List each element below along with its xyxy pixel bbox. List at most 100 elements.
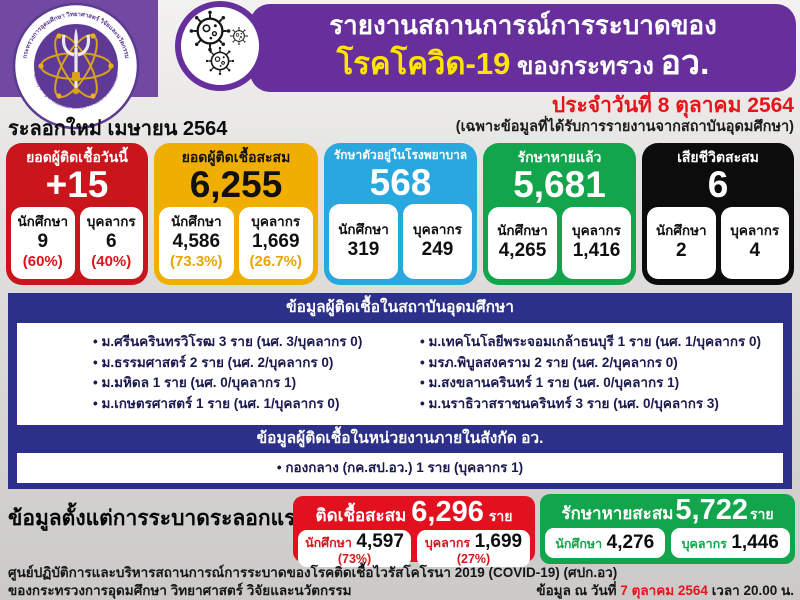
list-item: กองกลาง (กค.สป.อว.) 1 ราย (บุคลากร 1)	[277, 458, 523, 479]
card-title: เสียชีวิตสะสม	[677, 149, 759, 165]
staff-label: บุคลากร	[730, 223, 780, 239]
list-item: มรภ.พิบูลสงคราม 2 ราย (นศ. 2/บุคลากร 0)	[420, 353, 783, 374]
students-value: 4,586	[172, 230, 221, 252]
report-date-block: ประจำวันที่ 8 ตุลาคม 2564 (เฉพาะข้อมูลที…	[456, 94, 794, 136]
report-title-line1: รายงานสถานการณ์การระบาดของ	[329, 10, 717, 40]
infected-headline: ติดเชื้อสะสม 6,296 ราย	[298, 496, 530, 529]
students-sub-box: นักศึกษา 4,586 (73.3%)	[159, 206, 234, 279]
title-banner: รายงานสถานการณ์การระบาดของ โรคโควิด-19 ข…	[250, 4, 796, 92]
staff-value: 1,699	[474, 530, 523, 552]
students-label: นักศึกษา	[497, 223, 548, 239]
staff-sub-box: บุคลากร 249	[403, 204, 472, 279]
students-value: 4,597	[356, 530, 404, 552]
university-list-right: ม.เทคโนโลยีพระจอมเกล้าธนบุรี 1 ราย (นศ. …	[400, 332, 783, 425]
staff-label: บุคลากร	[424, 535, 471, 550]
title-suffix: ของกระทรวง	[510, 53, 661, 81]
staff-sub-box: บุคลากร 1,699 (27%)	[417, 529, 530, 568]
first-wave-infected-box: ติดเชื้อสะสม 6,296 ราย นักศึกษา 4,597 (7…	[293, 496, 535, 568]
report-title-line2: โรคโควิด-19 ของกระทรวง อว.	[250, 43, 796, 84]
infected-value: 6,296	[411, 496, 484, 528]
students-pct: (73%)	[337, 551, 372, 566]
list-item: ม.เทคโนโลยีพระจอมเกล้าธนบุรี 1 ราย (นศ. …	[420, 332, 783, 353]
students-value: 9	[37, 230, 49, 252]
students-sub-box: นักศึกษา 4,265	[488, 206, 557, 279]
footer-ministry: ของกระทรวงการอุดมศึกษา วิทยาศาสตร์ วิจัย…	[8, 582, 352, 598]
students-label: นักศึกษา	[170, 214, 222, 230]
staff-sub-box: บุคลากร 1,416	[562, 206, 631, 279]
university-panel-title: ข้อมูลผู้ติดเชื้อในสถาบันอุดมศึกษา	[286, 299, 514, 316]
data-as-of-time: เวลา 20.00 น.	[707, 582, 794, 598]
students-value: 2	[675, 239, 687, 261]
covid-19-highlight: โรคโควิด-19	[336, 46, 511, 82]
data-as-of: ข้อมูล ณ วันที่ 7 ตุลาคม 2564 เวลา 20.00…	[536, 582, 794, 600]
students-sub-box: นักศึกษา 4,276	[545, 527, 665, 558]
recovered-headline: รักษาหายสะสม 5,722 ราย	[545, 494, 790, 527]
list-item: ม.เกษตรศาสตร์ 1 ราย (นศ. 1/บุคลากร 0)	[93, 394, 400, 415]
list-item: ม.สงขลานครินทร์ 1 ราย (นศ. 0/บุคลากร 1)	[420, 373, 783, 394]
list-item: ม.ศรีนครินทรวิโรฒ 3 ราย (นศ. 3/บุคลากร 0…	[93, 332, 400, 353]
card-value: 6,255	[189, 164, 283, 206]
students-pct: (73.3%)	[169, 252, 223, 270]
recovered-value: 5,722	[675, 494, 748, 526]
students-value: 4,276	[606, 531, 655, 553]
first-wave-label: ข้อมูลตั้งแต่การระบาดระลอกแรก	[8, 507, 309, 530]
staff-label: บุคลากร	[681, 536, 727, 551]
staff-label: บุคลากร	[86, 214, 136, 230]
students-label: นักศึกษา	[555, 536, 603, 551]
staff-sub-box: บุคลากร 1,446	[670, 527, 790, 558]
staff-value: 1,669	[251, 230, 300, 252]
card-title: รักษาหายแล้ว	[517, 149, 602, 165]
staff-label: บุคลากร	[251, 214, 301, 230]
staff-sub-box: บุคลากร 4	[720, 206, 789, 279]
students-sub-box: นักศึกษา 9 (60%)	[11, 206, 75, 279]
ministry-logo: กระทรวงการอุดมศึกษา วิทยาศาสตร์ วิจัยและ…	[12, 2, 140, 130]
footer-line1: ศูนย์ปฏิบัติการและบริหารสถานการณ์การระบา…	[8, 565, 618, 580]
card-title: ยอดผู้ติดเชื้อวันนี้	[26, 149, 128, 165]
list-item: ม.นราธิวาสราชนครินทร์ 3 ราย (นศ. 0/บุคลา…	[420, 394, 783, 415]
staff-pct: (27%)	[456, 551, 491, 566]
recovered-unit: ราย	[749, 506, 774, 522]
students-sub-box: นักศึกษา 319	[329, 204, 398, 279]
university-list-left: ม.ศรีนครินทรวิโรฒ 3 ราย (นศ. 3/บุคลากร 0…	[17, 332, 400, 425]
list-item: ม.ธรรมศาสตร์ 2 ราย (นศ. 2/บุคลากร 0)	[93, 353, 400, 374]
card-title: ยอดผู้ติดเชื้อสะสม	[181, 149, 291, 165]
infected-unit: ราย	[488, 508, 513, 524]
card-deaths: เสียชีวิตสะสม 6 นักศึกษา 2 บุคลากร 4	[642, 143, 794, 285]
infected-title: ติดเชื้อสะสม	[315, 506, 407, 525]
card-recovered: รักษาหายแล้ว 5,681 นักศึกษา 4,265 บุคลาก…	[483, 143, 636, 285]
data-as-of-date: 7 ตุลาคม 2564	[620, 582, 708, 598]
report-note: (เฉพาะข้อมูลที่ได้รับการรายงานจากสถาบันอ…	[455, 119, 794, 136]
first-wave-recovered-box: รักษาหายสะสม 5,722 ราย นักศึกษา 4,276 บุ…	[540, 494, 795, 564]
staff-value: 4	[749, 239, 761, 261]
agency-list-box: กองกลาง (กค.สป.อว.) 1 ราย (บุคลากร 1)	[17, 453, 783, 483]
agency-panel-title: ข้อมูลผู้ติดเชื้อในหน่วยงานภายในสังกัด อ…	[256, 430, 544, 447]
card-value: +15	[45, 164, 109, 206]
stat-cards-row: ยอดผู้ติดเชื้อวันนี้ +15 นักศึกษา 9 (60%…	[6, 143, 794, 285]
list-item: ม.มหิดล 1 ราย (นศ. 0/บุคลากร 1)	[93, 373, 400, 394]
staff-value: 1,446	[731, 531, 779, 553]
students-value: 4,265	[498, 239, 547, 261]
infection-detail-panel: ข้อมูลผู้ติดเชื้อในสถาบันอุดมศึกษา ม.ศรี…	[8, 293, 792, 489]
data-as-of-prefix: ข้อมูล ณ วันที่	[536, 582, 621, 598]
card-new-cases-today: ยอดผู้ติดเชื้อวันนี้ +15 นักศึกษา 9 (60%…	[6, 143, 148, 285]
staff-sub-box: บุคลากร 6 (40%)	[79, 206, 143, 279]
card-value: 568	[369, 161, 432, 203]
card-cumulative-cases: ยอดผู้ติดเชื้อสะสม 6,255 นักศึกษา 4,586 …	[154, 143, 318, 285]
students-label: นักศึกษา	[338, 221, 389, 237]
students-value: 319	[347, 238, 380, 260]
staff-pct: (40%)	[91, 252, 132, 270]
card-value: 5,681	[513, 164, 606, 206]
students-sub-box: นักศึกษา 2	[647, 206, 716, 279]
card-title: รักษาตัวอยู่ในโรงพยาบาล	[333, 148, 468, 162]
trident-icon	[61, 28, 91, 95]
wave-label: ระลอกใหม่ เมษายน 2564	[8, 118, 228, 140]
card-value: 6	[707, 164, 729, 206]
virus-badge-icon	[175, 1, 265, 91]
footer: ศูนย์ปฏิบัติการและบริหารสถานการณ์การระบา…	[8, 564, 794, 599]
staff-label: บุคลากร	[413, 221, 462, 237]
students-label: นักศึกษา	[17, 214, 69, 230]
staff-value: 1,416	[572, 239, 621, 261]
ministry-abbr: อว.	[660, 44, 710, 83]
students-pct: (60%)	[22, 252, 63, 270]
